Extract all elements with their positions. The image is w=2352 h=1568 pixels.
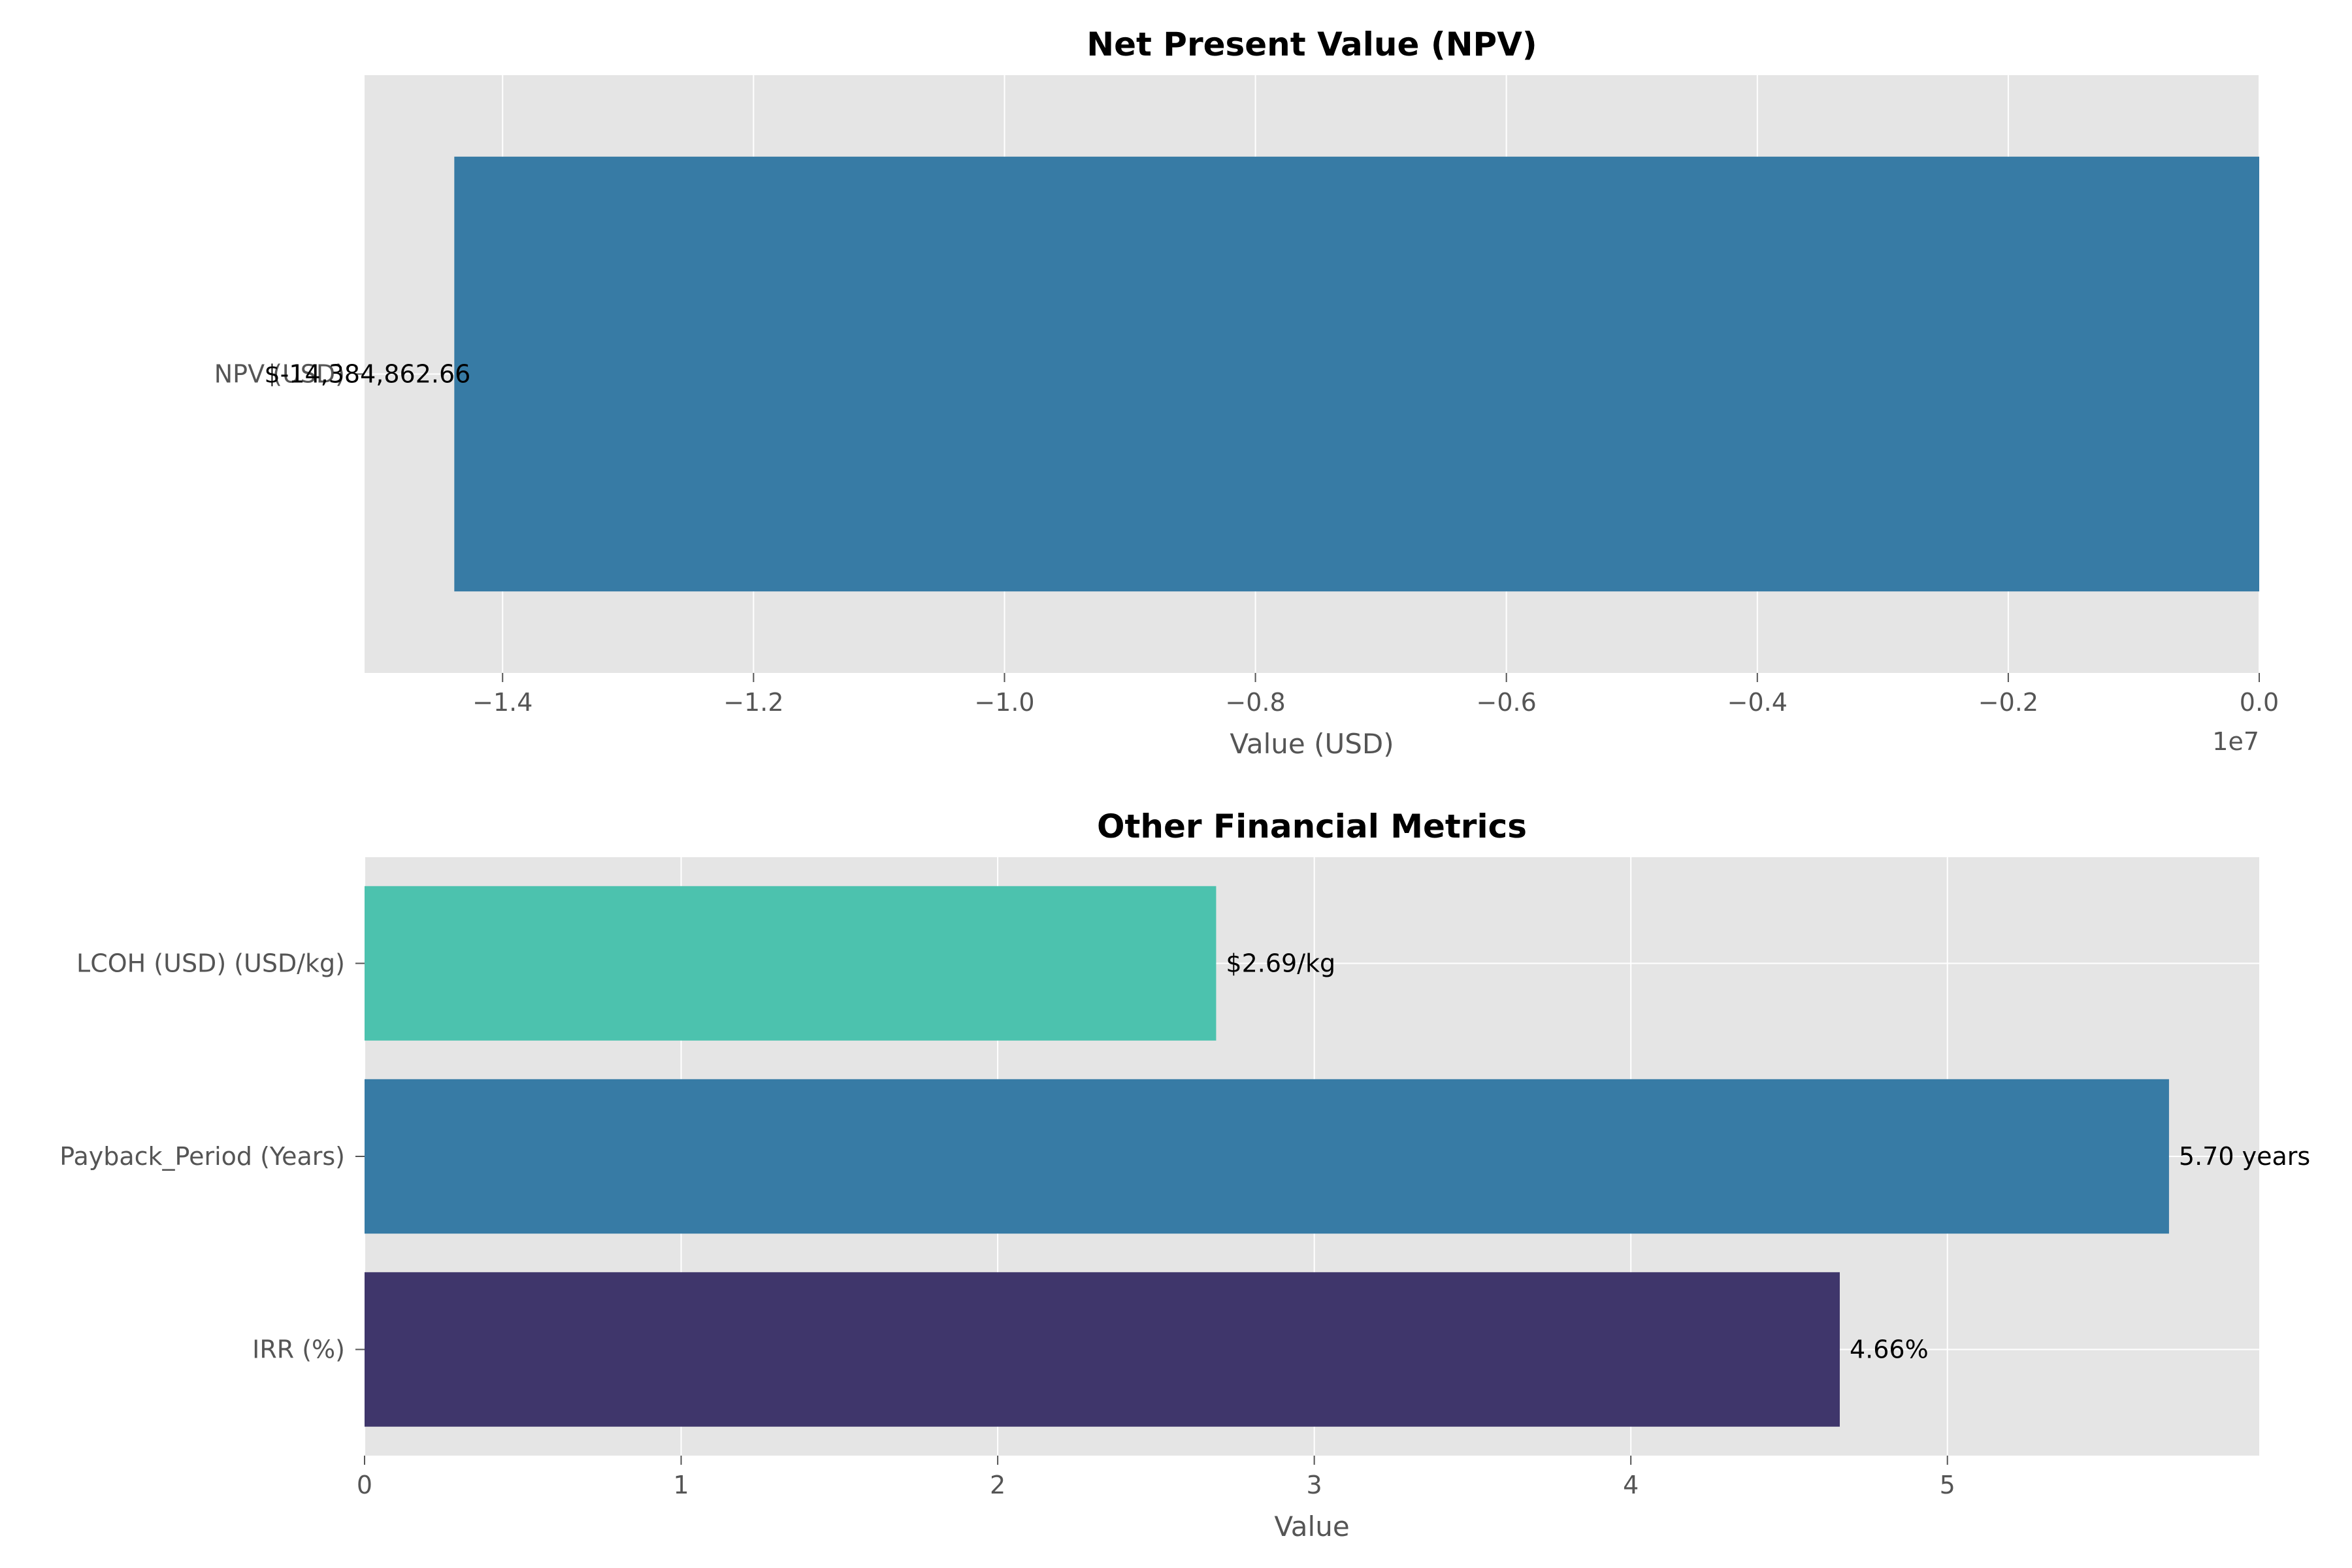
x-tick-label: 5	[1940, 1471, 1955, 1499]
x-tick-label: −1.0	[974, 688, 1034, 717]
x-tick-label: −0.4	[1727, 688, 1788, 717]
x-axis-label: Value	[1274, 1511, 1349, 1543]
x-axis-label: Value (USD)	[1230, 728, 1394, 760]
bar	[365, 886, 1217, 1041]
data-label: 5.70 years	[2179, 1142, 2310, 1171]
y-tick-label: LCOH (USD) (USD/kg)	[76, 949, 345, 978]
bar	[365, 1079, 2169, 1234]
data-label: $2.69/kg	[1226, 949, 1335, 978]
x-tick-label: 0	[357, 1471, 372, 1499]
npv-chart: NPV (USD)$-14,384,862.66 −1.4 −1.2 −1.0 −0.8…	[214, 25, 2279, 760]
x-tick-label: 4	[1623, 1471, 1639, 1499]
x-tick-label: −1.2	[723, 688, 783, 717]
bar	[365, 1272, 1840, 1427]
x-tick-label: 3	[1307, 1471, 1322, 1499]
x-tick-label: −0.2	[1978, 688, 2038, 717]
x-tick-label: −1.4	[472, 688, 532, 717]
x-tick-label: −0.8	[1225, 688, 1285, 717]
chart-title: Other Financial Metrics	[1097, 808, 1527, 845]
x-tick-label: 0.0	[2240, 688, 2279, 717]
chart-title: Net Present Value (NPV)	[1086, 25, 1537, 63]
x-tick-label: 2	[990, 1471, 1005, 1499]
x-tick-label: 1	[673, 1471, 689, 1499]
data-label: $-14,384,862.66	[264, 360, 470, 389]
bar	[454, 156, 2259, 592]
x-tick-label: −0.6	[1477, 688, 1537, 717]
y-tick-label: IRR (%)	[252, 1335, 345, 1364]
data-label: 4.66%	[1850, 1335, 1929, 1364]
other-metrics-chart: LCOH (USD) (USD/kg) $2.69/kg Payback_Perio…	[59, 808, 2310, 1543]
y-tick-label: NPV (USD)	[214, 360, 345, 389]
y-tick-label: Payback_Period (Years)	[59, 1142, 345, 1171]
axis-offset-label: 1e7	[2212, 727, 2259, 756]
